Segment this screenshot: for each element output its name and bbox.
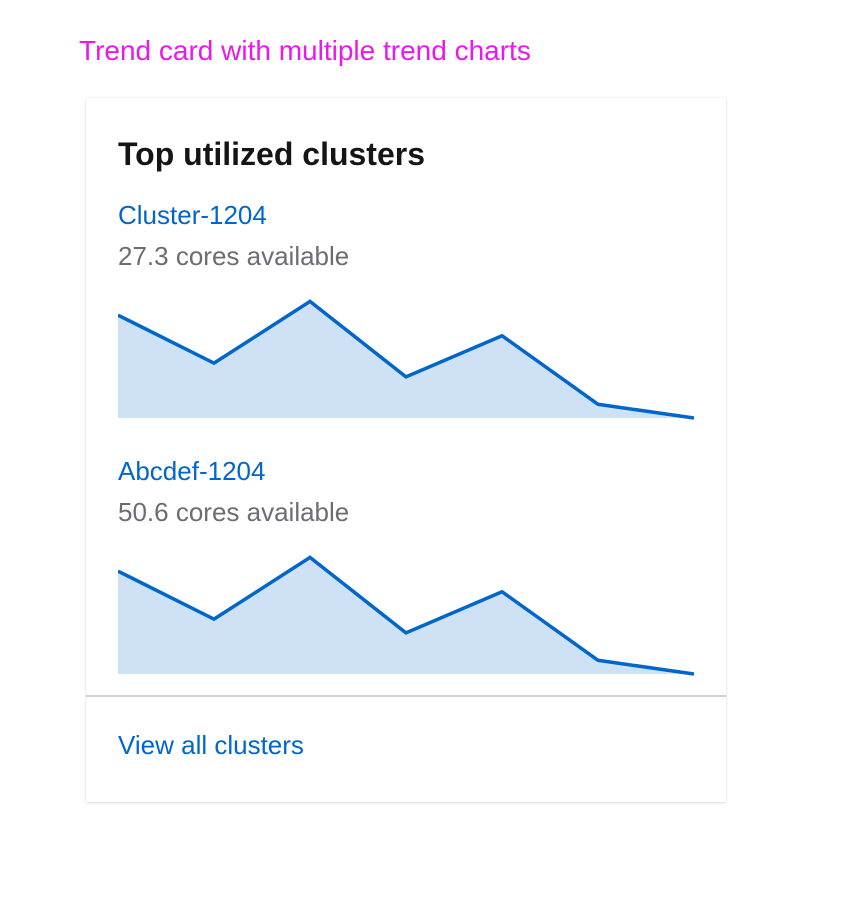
trend-card: Top utilized clusters Cluster-1204 27.3 … (86, 98, 726, 802)
cores-available-text: 27.3 cores available (118, 241, 350, 271)
trend-line (118, 555, 694, 676)
trend-area (118, 557, 694, 674)
cluster-link[interactable]: Abcdef-1204 (118, 456, 266, 486)
view-all-clusters-link[interactable]: View all clusters (118, 730, 304, 760)
trend-chart (118, 555, 694, 676)
page-caption: Trend card with multiple trend charts (79, 35, 531, 66)
trend-line (118, 299, 694, 420)
trend-chart (118, 299, 694, 420)
cores-available-text: 50.6 cores available (118, 497, 350, 527)
cluster-link[interactable]: Cluster-1204 (118, 200, 267, 230)
card-title: Top utilized clusters (118, 136, 425, 172)
trend-area (118, 301, 694, 418)
card-footer: View all clusters (86, 695, 726, 802)
